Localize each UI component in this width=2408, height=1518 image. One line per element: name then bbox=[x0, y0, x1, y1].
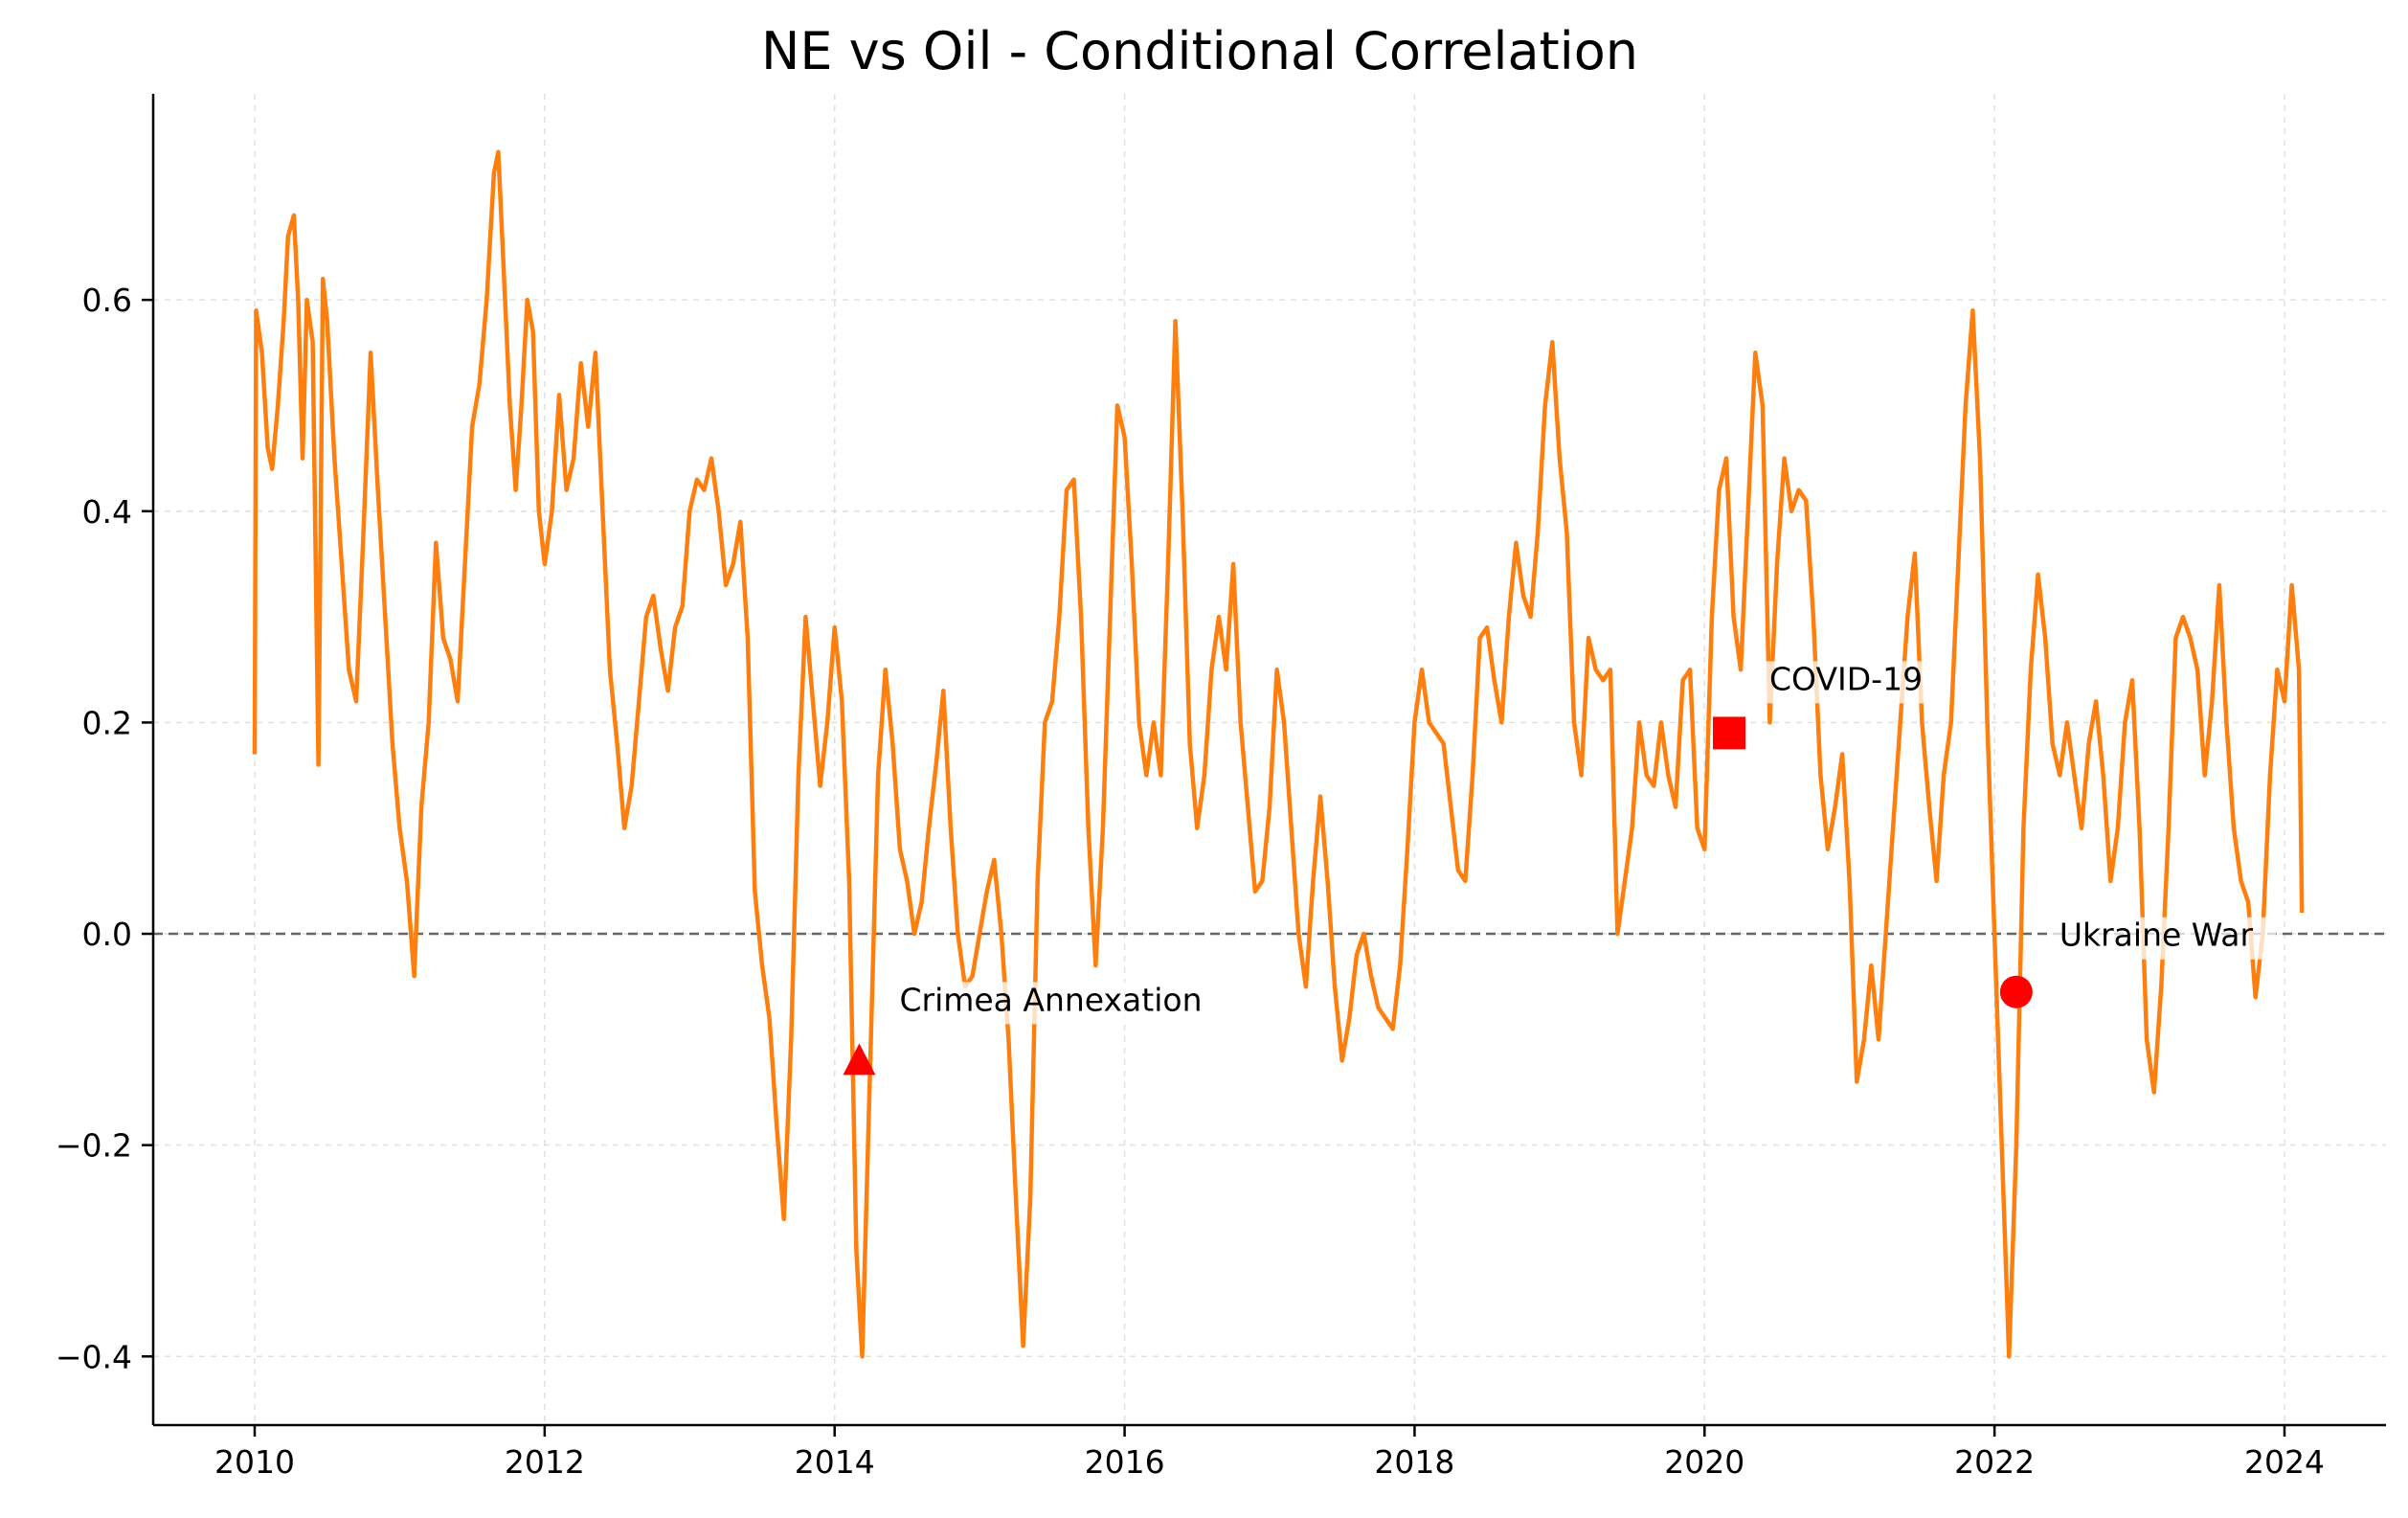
annotation-label-background bbox=[888, 982, 1228, 1025]
x-tick-label: 2014 bbox=[795, 1443, 875, 1481]
y-tick-label: 0.6 bbox=[82, 282, 132, 319]
annotation-marker-square bbox=[1713, 716, 1746, 750]
annotation-layer: Crimea Annexation COVID-19 Ukraine War bbox=[843, 660, 2277, 1076]
annotation-label-background bbox=[1758, 661, 1931, 704]
annotation-label: Ukraine War bbox=[2059, 917, 2254, 954]
y-tick-label: 0.4 bbox=[82, 493, 132, 531]
axes-layer bbox=[151, 94, 2386, 1427]
annotation-label: COVID-19 bbox=[1769, 660, 1923, 697]
series-line bbox=[252, 149, 2305, 1359]
annotation-label: Crimea Annexation bbox=[899, 981, 1202, 1018]
series-layer bbox=[252, 149, 2305, 1359]
annotation-label-background bbox=[2047, 917, 2277, 960]
y-tick-label: −0.2 bbox=[56, 1127, 132, 1165]
chart-title: NE vs Oil - Conditional Correlation bbox=[761, 21, 1638, 81]
x-tick-label: 2016 bbox=[1085, 1443, 1165, 1481]
y-tick-label: −0.4 bbox=[56, 1338, 132, 1375]
annotation-marker-triangle bbox=[843, 1043, 876, 1076]
x-tick-label: 2022 bbox=[1954, 1443, 2035, 1481]
tick-layer: 2010 2012 2014 2016 2018 2020 2022 2024 −0.4 −0.2… bbox=[56, 282, 2325, 1481]
annotation-marker-circle bbox=[1999, 975, 2033, 1008]
x-tick-label: 2024 bbox=[2244, 1443, 2325, 1481]
x-tick-label: 2020 bbox=[1664, 1443, 1744, 1481]
x-tick-label: 2012 bbox=[505, 1443, 585, 1481]
x-tick-label: 2010 bbox=[214, 1443, 295, 1481]
y-tick-label: 0.2 bbox=[82, 704, 132, 741]
y-tick-label: 0.0 bbox=[82, 916, 132, 953]
x-tick-label: 2018 bbox=[1374, 1443, 1454, 1481]
